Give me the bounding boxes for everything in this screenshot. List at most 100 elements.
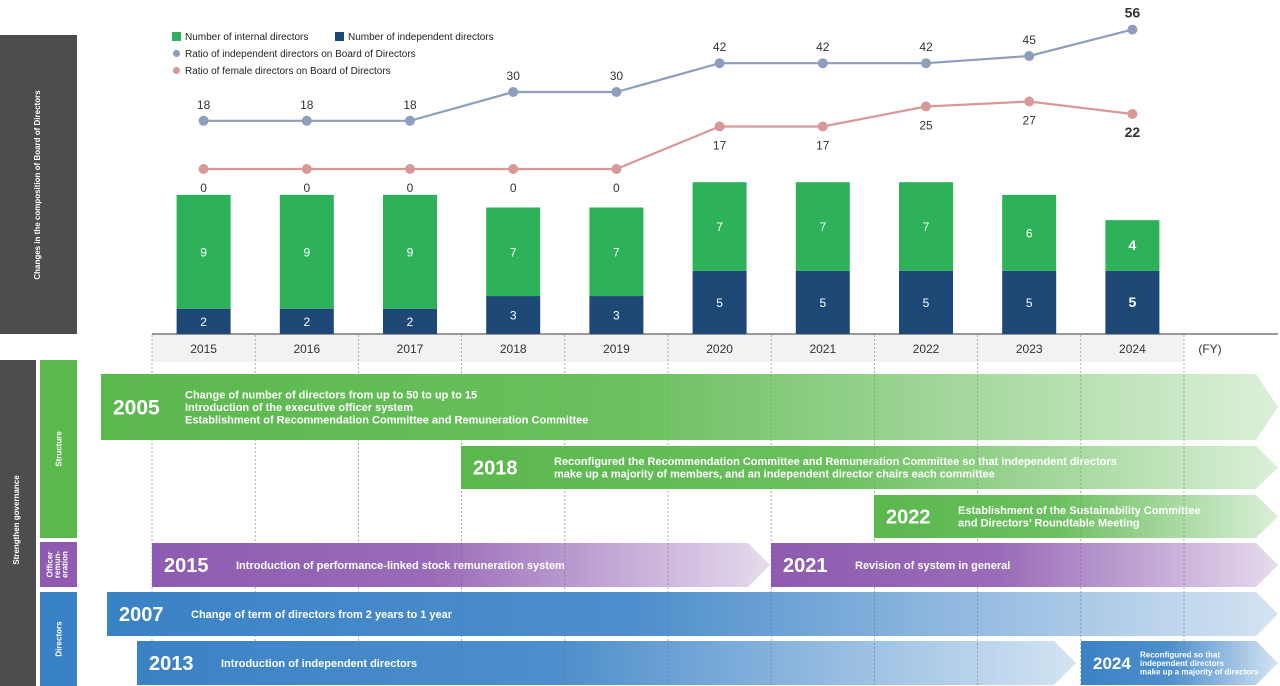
arrow-year: 2021 [783,555,828,577]
bar-independent [1105,270,1160,334]
arrow-description-line: make up a majority of members, and an in… [554,469,995,481]
bar-label-independent: 2 [303,315,310,329]
legend-label: Number of internal directors [185,32,308,43]
timeline-arrow-structure [874,495,1278,538]
timeline-arrow-directors [1081,641,1278,685]
arrow-year: 2018 [473,458,518,480]
point-independent-ratio [611,87,622,97]
group-label-box-directors [40,592,77,686]
point-label-independent-ratio: 42 [713,40,727,54]
point-independent-ratio [714,58,725,69]
bar-label-internal: 7 [716,220,723,234]
point-female-ratio [405,164,415,174]
arrow-description: Introduction of performance-linked stock… [236,560,565,572]
arrow-description: Change of term of directors from 2 years… [191,609,453,621]
arrow-description-line: Introduction of performance-linked stock… [236,560,565,572]
timeline-arrow-remuneration [152,543,770,587]
side-bar-governance [0,360,36,686]
group-label-box-remuneration [40,542,77,587]
bar-independent [692,270,747,334]
arrow-description-line: Introduction of the executive officer sy… [185,402,413,414]
arrow-description-line: Reconfigured the Recommendation Committe… [554,456,1117,468]
bar-independent [795,270,850,334]
bar-label-independent: 5 [819,296,826,310]
point-label-female-ratio: 27 [1023,114,1037,128]
point-female-ratio [611,164,622,174]
legend-label: Ratio of independent directors on Board … [185,49,416,60]
point-label-independent-ratio: 56 [1125,5,1141,21]
bar-label-internal: 7 [819,220,826,234]
arrow-description-line: Establishment of Recommendation Committe… [185,414,588,426]
bar-internal [1105,220,1160,271]
bar-internal [795,182,850,271]
bar-independent [279,308,334,334]
point-label-independent-ratio: 42 [919,40,933,54]
group-label-structure: Structure [55,431,64,467]
bar-label-internal: 9 [200,245,207,259]
arrow-description: Reconfigured so that independent director… [1140,650,1259,676]
bar-label-independent: 5 [716,296,723,310]
bar-internal [279,194,334,309]
legend-swatch [335,32,344,41]
x-tick-label: 2015 [190,342,217,356]
x-tick-label: 2023 [1016,342,1043,356]
timeline-arrow-structure [101,374,1278,440]
group-label-remuneration: Officerremun-eration [46,551,70,578]
bar-internal [589,207,644,297]
bar-label-internal: 7 [923,220,930,234]
bar-internal [1002,194,1057,271]
side-title-governance: Strengthen governance [12,475,21,565]
point-independent-ratio [301,115,312,126]
point-independent-ratio [921,58,931,69]
point-label-independent-ratio: 18 [403,98,417,112]
point-female-ratio [921,101,931,112]
line-independent-ratio [203,28,1133,122]
arrow-description: Establishment of the Sustainability Comm… [958,505,1201,530]
timeline-arrow-remuneration [771,543,1278,587]
point-independent-ratio [1127,24,1138,35]
point-label-independent-ratio: 18 [300,98,314,112]
arrow-description: Reconfigured the Recommendation Committe… [554,456,1117,481]
bar-label-independent: 3 [613,309,620,323]
point-label-independent-ratio: 30 [610,69,624,83]
bar-label-independent: 5 [1026,296,1033,310]
point-label-female-ratio: 17 [816,139,830,153]
x-tick-label: 2016 [293,342,320,356]
bar-internal [486,207,541,297]
point-label-independent-ratio: 18 [197,98,211,112]
bar-label-internal: 6 [1026,226,1033,240]
arrow-description-line: Reconfigured so that [1140,650,1220,659]
bar-label-internal: 7 [613,245,620,259]
arrow-description: Change of number of directors from up to… [185,389,588,426]
point-independent-ratio [508,87,519,97]
x-tick-label: 2019 [603,342,630,356]
bar-label-internal: 9 [407,245,414,259]
arrow-year: 2007 [119,604,164,626]
point-female-ratio [1024,96,1035,107]
bar-independent [589,296,644,334]
arrow-description-line: independent directors [1140,659,1225,668]
x-tick-label: 2017 [397,342,424,356]
point-label-female-ratio: 0 [510,181,517,195]
bar-label-independent: 5 [923,296,930,310]
point-label-independent-ratio: 42 [816,40,830,54]
point-independent-ratio [405,115,415,126]
timeline-arrow-directors [137,641,1076,685]
point-label-independent-ratio: 30 [507,69,521,83]
bar-internal [899,182,953,271]
point-female-ratio [301,164,312,174]
arrow-description-line: Establishment of the Sustainability Comm… [958,505,1201,517]
bar-label-independent: 3 [510,309,517,323]
arrow-description-line: Change of term of directors from 2 years… [191,609,453,621]
side-bar-composition [0,35,77,334]
point-female-ratio [714,121,725,132]
legend-swatch [172,49,181,58]
bar-internal [692,182,747,271]
point-female-ratio [508,164,519,174]
arrow-year: 2015 [164,555,209,577]
arrow-description-line: and Directors’ Roundtable Meeting [958,518,1140,530]
legend-swatch [172,66,181,75]
point-label-female-ratio: 22 [1125,124,1141,140]
arrow-year: 2024 [1093,654,1131,673]
